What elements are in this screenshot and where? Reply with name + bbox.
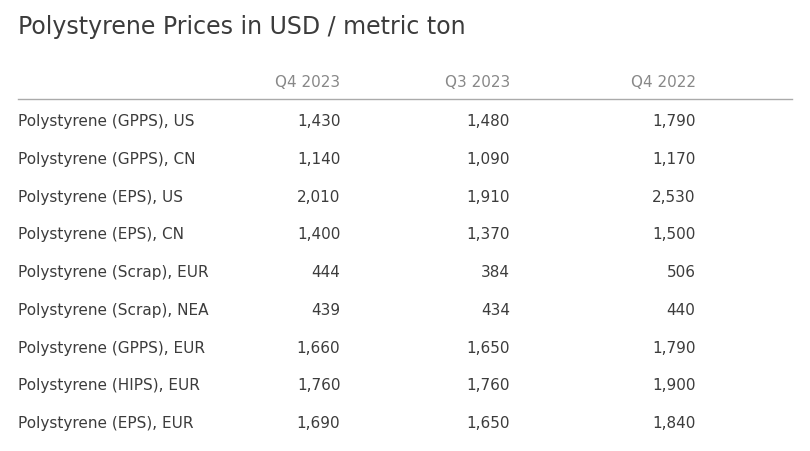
Text: 1,430: 1,430 [297, 114, 340, 129]
Text: 1,690: 1,690 [296, 416, 340, 431]
Text: 1,760: 1,760 [297, 378, 340, 393]
Text: 2,530: 2,530 [652, 190, 696, 205]
Text: 1,910: 1,910 [467, 190, 510, 205]
Text: Polystyrene (Scrap), EUR: Polystyrene (Scrap), EUR [18, 265, 208, 280]
Text: Polystyrene (GPPS), US: Polystyrene (GPPS), US [18, 114, 194, 129]
Text: Polystyrene (EPS), CN: Polystyrene (EPS), CN [18, 227, 184, 243]
Text: Q4 2023: Q4 2023 [275, 74, 340, 90]
Text: 1,900: 1,900 [652, 378, 696, 393]
Text: 1,660: 1,660 [296, 341, 340, 356]
Text: 506: 506 [667, 265, 696, 280]
Text: 1,840: 1,840 [652, 416, 696, 431]
Text: 1,650: 1,650 [467, 416, 510, 431]
Text: 1,170: 1,170 [652, 152, 696, 167]
Text: Q4 2022: Q4 2022 [631, 74, 696, 90]
Text: 2,010: 2,010 [297, 190, 340, 205]
Text: 384: 384 [481, 265, 510, 280]
Text: 439: 439 [311, 303, 340, 318]
Text: Polystyrene (HIPS), EUR: Polystyrene (HIPS), EUR [18, 378, 199, 393]
Text: 440: 440 [667, 303, 696, 318]
Text: 1,500: 1,500 [652, 227, 696, 243]
Text: 1,480: 1,480 [467, 114, 510, 129]
Text: 434: 434 [481, 303, 510, 318]
Text: 1,140: 1,140 [297, 152, 340, 167]
Text: Polystyrene (Scrap), NEA: Polystyrene (Scrap), NEA [18, 303, 208, 318]
Text: Polystyrene (EPS), US: Polystyrene (EPS), US [18, 190, 182, 205]
Text: Polystyrene Prices in USD / metric ton: Polystyrene Prices in USD / metric ton [18, 15, 465, 39]
Text: 1,760: 1,760 [467, 378, 510, 393]
Text: 1,790: 1,790 [652, 341, 696, 356]
Text: 1,090: 1,090 [467, 152, 510, 167]
Text: 1,370: 1,370 [467, 227, 510, 243]
Text: 1,790: 1,790 [652, 114, 696, 129]
Text: 1,400: 1,400 [297, 227, 340, 243]
Text: 444: 444 [312, 265, 340, 280]
Text: 1,650: 1,650 [467, 341, 510, 356]
Text: Polystyrene (GPPS), CN: Polystyrene (GPPS), CN [18, 152, 195, 167]
Text: Polystyrene (GPPS), EUR: Polystyrene (GPPS), EUR [18, 341, 205, 356]
Text: Q3 2023: Q3 2023 [445, 74, 510, 90]
Text: Polystyrene (EPS), EUR: Polystyrene (EPS), EUR [18, 416, 193, 431]
